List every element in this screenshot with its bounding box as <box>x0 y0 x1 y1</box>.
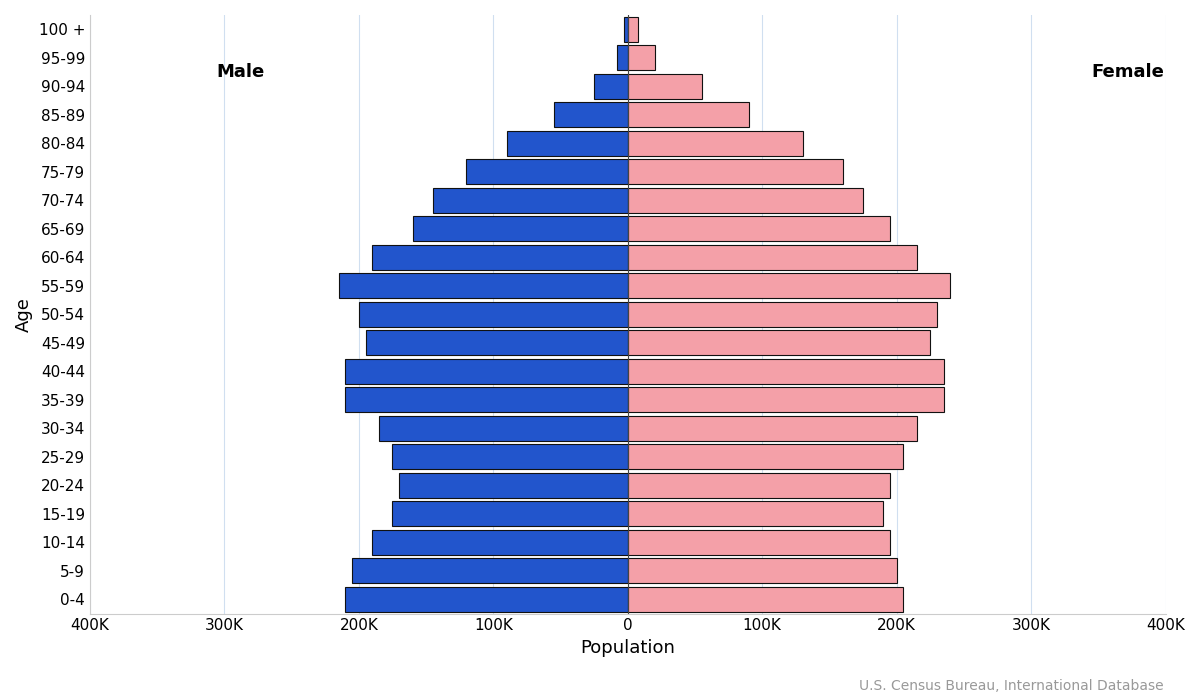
Bar <box>338 273 628 298</box>
Bar <box>628 46 655 70</box>
Bar <box>628 330 930 356</box>
Bar <box>379 416 628 441</box>
Bar <box>628 159 842 184</box>
Bar <box>359 302 628 327</box>
Bar <box>392 444 628 470</box>
Y-axis label: Age: Age <box>14 297 34 332</box>
Text: Female: Female <box>1092 63 1164 81</box>
Bar <box>628 473 890 498</box>
Text: U.S. Census Bureau, International Database: U.S. Census Bureau, International Databa… <box>859 679 1164 693</box>
Bar <box>628 559 896 583</box>
Bar <box>467 159 628 184</box>
Bar <box>628 102 749 127</box>
Bar <box>553 102 628 127</box>
Bar <box>346 387 628 412</box>
Bar <box>372 530 628 555</box>
Bar <box>366 330 628 356</box>
Bar <box>628 530 890 555</box>
Bar <box>628 17 638 42</box>
Bar <box>628 216 890 242</box>
Bar <box>628 359 943 384</box>
Bar <box>346 587 628 612</box>
Bar <box>628 302 937 327</box>
Bar <box>392 501 628 526</box>
Bar <box>352 559 628 583</box>
Text: Male: Male <box>216 63 265 81</box>
Bar <box>628 131 803 156</box>
Bar <box>628 501 883 526</box>
Bar <box>400 473 628 498</box>
Bar <box>617 46 628 70</box>
Bar <box>413 216 628 242</box>
Bar <box>628 587 904 612</box>
Bar <box>628 387 943 412</box>
X-axis label: Population: Population <box>581 639 676 657</box>
Bar <box>594 74 628 99</box>
Bar <box>628 273 950 298</box>
Bar <box>628 188 863 213</box>
Bar <box>628 245 917 270</box>
Bar <box>624 17 628 42</box>
Bar <box>433 188 628 213</box>
Bar <box>372 245 628 270</box>
Bar <box>628 74 702 99</box>
Bar <box>628 444 904 470</box>
Bar <box>628 416 917 441</box>
Bar <box>506 131 628 156</box>
Bar <box>346 359 628 384</box>
